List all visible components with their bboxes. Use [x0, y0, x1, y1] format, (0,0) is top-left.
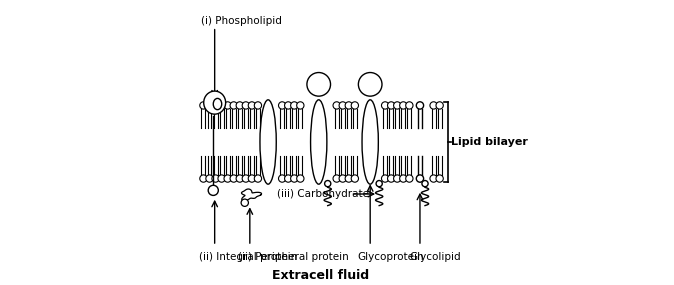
Circle shape: [339, 175, 346, 182]
Ellipse shape: [362, 100, 378, 184]
Circle shape: [430, 102, 437, 109]
Circle shape: [400, 175, 407, 182]
Circle shape: [417, 175, 424, 182]
Circle shape: [394, 102, 401, 109]
Text: (iii) Carbohydrate: (iii) Carbohydrate: [276, 189, 369, 199]
Circle shape: [224, 175, 231, 182]
Circle shape: [224, 102, 231, 109]
Text: (ii) Integral protein: (ii) Integral protein: [199, 252, 297, 262]
Circle shape: [333, 102, 340, 109]
Circle shape: [230, 175, 237, 182]
Circle shape: [212, 175, 219, 182]
Circle shape: [325, 180, 331, 187]
Circle shape: [351, 175, 359, 182]
Text: Glycolipid: Glycolipid: [410, 252, 462, 262]
Circle shape: [422, 180, 428, 187]
Circle shape: [230, 102, 237, 109]
Circle shape: [333, 175, 340, 182]
Circle shape: [241, 199, 249, 206]
Circle shape: [254, 175, 262, 182]
Circle shape: [284, 102, 292, 109]
Circle shape: [248, 175, 255, 182]
Text: (i) Phospholipid: (i) Phospholipid: [201, 16, 282, 26]
Circle shape: [436, 175, 443, 182]
Circle shape: [297, 175, 304, 182]
Circle shape: [339, 102, 346, 109]
Circle shape: [381, 175, 389, 182]
Circle shape: [242, 102, 249, 109]
Circle shape: [200, 175, 207, 182]
Circle shape: [290, 175, 298, 182]
Circle shape: [208, 185, 218, 196]
Text: Lipid bilayer: Lipid bilayer: [452, 137, 528, 147]
Text: Extracell fluid: Extracell fluid: [272, 269, 369, 282]
Circle shape: [236, 175, 243, 182]
Circle shape: [297, 102, 304, 109]
Circle shape: [394, 175, 401, 182]
Circle shape: [278, 102, 286, 109]
Circle shape: [381, 102, 389, 109]
Circle shape: [206, 175, 213, 182]
Text: Glycoprotein: Glycoprotein: [358, 252, 425, 262]
Ellipse shape: [204, 91, 226, 114]
Circle shape: [417, 102, 424, 109]
Circle shape: [400, 102, 407, 109]
Circle shape: [242, 175, 249, 182]
Circle shape: [388, 175, 395, 182]
Circle shape: [307, 73, 330, 96]
Circle shape: [200, 102, 207, 109]
Circle shape: [218, 175, 225, 182]
Circle shape: [284, 175, 292, 182]
Text: (ii) Peripheral protein: (ii) Peripheral protein: [238, 252, 348, 262]
Circle shape: [248, 102, 255, 109]
Circle shape: [359, 73, 382, 96]
Circle shape: [345, 102, 353, 109]
Ellipse shape: [311, 100, 327, 184]
Circle shape: [376, 180, 382, 187]
Circle shape: [236, 102, 243, 109]
Circle shape: [218, 102, 225, 109]
Circle shape: [436, 102, 443, 109]
Circle shape: [430, 175, 437, 182]
Circle shape: [206, 102, 213, 109]
Ellipse shape: [260, 100, 276, 184]
Circle shape: [351, 102, 359, 109]
Circle shape: [278, 175, 286, 182]
Circle shape: [254, 102, 262, 109]
Circle shape: [406, 175, 413, 182]
Circle shape: [388, 102, 395, 109]
Ellipse shape: [213, 98, 222, 110]
Circle shape: [406, 102, 413, 109]
Circle shape: [212, 102, 219, 109]
Circle shape: [290, 102, 298, 109]
Circle shape: [345, 175, 353, 182]
